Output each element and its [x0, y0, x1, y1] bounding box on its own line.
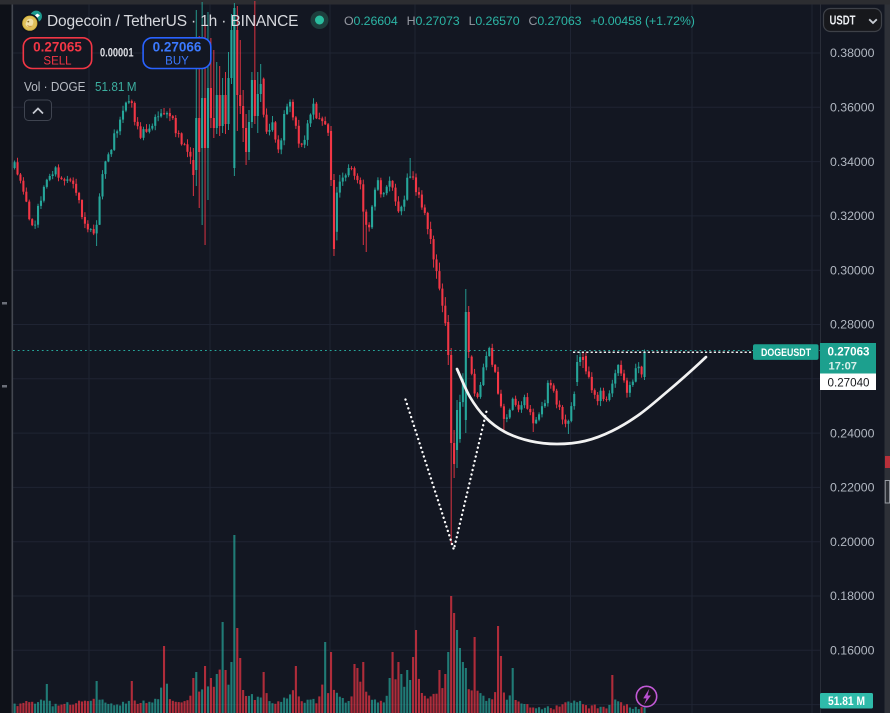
svg-text:0.16000: 0.16000	[830, 644, 875, 658]
svg-text:0.27065: 0.27065	[33, 40, 82, 55]
svg-text:0.24000: 0.24000	[830, 426, 875, 440]
svg-text:51.81 M: 51.81 M	[828, 694, 865, 708]
svg-text:0.18000: 0.18000	[830, 589, 875, 603]
svg-text:0.27066: 0.27066	[153, 40, 202, 55]
svg-text:51.81 M: 51.81 M	[95, 79, 137, 94]
svg-text:0.22000: 0.22000	[830, 481, 875, 495]
svg-text:0.00001: 0.00001	[100, 48, 134, 60]
svg-text:USDT: USDT	[830, 13, 856, 28]
svg-text:DOGEUSDT: DOGEUSDT	[761, 347, 811, 359]
svg-text:BUY: BUY	[165, 56, 189, 68]
svg-text:0.27040: 0.27040	[828, 376, 870, 390]
svg-text:0.27063: 0.27063	[828, 345, 870, 359]
svg-text:Vol · DOGE: Vol · DOGE	[24, 79, 86, 94]
svg-text:0.36000: 0.36000	[830, 101, 875, 115]
svg-text:0.38000: 0.38000	[830, 46, 875, 60]
svg-text:17:07: 17:07	[829, 361, 858, 373]
svg-text:0.28000: 0.28000	[830, 318, 875, 332]
svg-text:0.30000: 0.30000	[830, 263, 875, 277]
svg-text:0.32000: 0.32000	[830, 209, 875, 223]
svg-text:0.20000: 0.20000	[830, 535, 875, 549]
svg-text:SELL: SELL	[43, 56, 72, 68]
svg-text:Dogecoin / TetherUS · 1h · BIN: Dogecoin / TetherUS · 1h · BINANCE	[47, 13, 298, 30]
svg-text:0.34000: 0.34000	[830, 155, 875, 169]
